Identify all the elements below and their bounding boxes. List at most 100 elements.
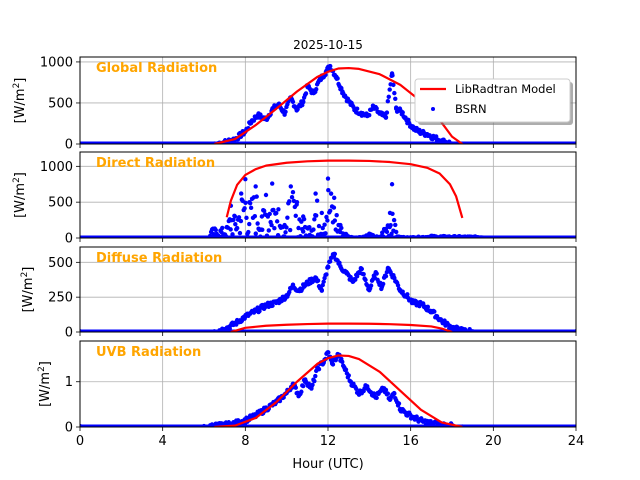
bsrn-point <box>325 218 330 223</box>
bsrn-point <box>337 260 342 265</box>
bsrn-point <box>283 230 288 235</box>
bsrn-point <box>296 393 302 398</box>
bsrn-point <box>395 283 401 288</box>
bsrn-point <box>249 118 254 124</box>
bsrn-point <box>418 130 424 135</box>
bsrn-point <box>317 77 322 83</box>
bsrn-point <box>368 283 374 288</box>
bsrn-point <box>449 141 455 144</box>
bsrn-point <box>247 221 252 227</box>
bsrn-point <box>391 390 397 396</box>
bsrn-point <box>274 219 280 224</box>
x-axis-label: Hour (UTC) <box>292 457 363 472</box>
bsrn-point <box>460 328 465 332</box>
bsrn-point <box>404 411 409 416</box>
libradtran-model-line <box>214 354 463 427</box>
axes-frame <box>79 56 577 145</box>
bsrn-point <box>293 385 298 390</box>
chart-title: 2025-10-15 <box>293 38 363 52</box>
bsrn-point <box>313 191 318 196</box>
bsrn-point <box>406 120 411 125</box>
bsrn-point <box>325 264 331 269</box>
bsrn-point <box>232 321 238 326</box>
bsrn-point <box>213 227 218 233</box>
bsrn-point <box>429 233 434 238</box>
bsrn-point <box>348 379 353 384</box>
bsrn-point <box>425 304 431 310</box>
bsrn-point <box>255 113 260 118</box>
bsrn-point <box>388 222 393 228</box>
bsrn-point <box>365 113 370 119</box>
bsrn-point <box>80 329 83 332</box>
panel-direct-radiation: 0 500 1000 Direct Radiation [W/m2] <box>12 151 577 247</box>
legend-bsrn-swatch <box>431 107 435 111</box>
legend-box <box>414 78 571 123</box>
bsrn-point <box>381 386 386 391</box>
bsrn-point <box>393 222 398 228</box>
bsrn-point <box>80 423 83 427</box>
bsrn-point <box>410 300 415 305</box>
y-tick-label: 1000 <box>40 55 73 70</box>
bsrn-point <box>252 213 258 219</box>
libradtran-model-line <box>230 322 453 332</box>
bsrn-point <box>244 215 249 221</box>
bsrn-point <box>377 111 382 116</box>
bsrn-point <box>255 221 260 226</box>
bsrn-point <box>259 214 265 219</box>
bsrn-point <box>408 235 413 238</box>
bsrn-point <box>224 225 229 230</box>
bsrn-point <box>429 308 434 314</box>
bsrn-point <box>282 234 287 238</box>
bsrn-point <box>305 281 310 286</box>
bsrn-point <box>340 359 345 365</box>
bsrn-point <box>338 222 343 228</box>
bsrn-point <box>400 110 405 116</box>
bsrn-point <box>433 136 438 141</box>
bsrn-point <box>80 235 83 238</box>
bsrn-point <box>361 271 366 277</box>
bsrn-point <box>352 107 358 112</box>
bsrn-point <box>373 395 378 400</box>
bsrn-point <box>367 287 372 293</box>
bsrn-point <box>290 99 296 104</box>
bsrn-point <box>242 206 247 211</box>
y-tick-label: 250 <box>48 291 73 306</box>
bsrn-point <box>232 214 238 219</box>
y-axis-label: [W/m2] <box>20 267 36 313</box>
bsrn-point <box>301 383 306 389</box>
bsrn-point <box>573 141 576 144</box>
bsrn-point <box>380 234 386 238</box>
x-tick-label: 4 <box>159 434 167 449</box>
bsrn-point <box>346 99 351 104</box>
bsrn-point <box>323 231 328 236</box>
bsrn-point <box>289 195 295 200</box>
bsrn-point <box>299 389 304 394</box>
bsrn-point <box>354 274 360 279</box>
bsrn-point <box>384 110 390 115</box>
bsrn-point <box>350 279 355 285</box>
bsrn-point <box>312 378 317 384</box>
bsrn-point <box>365 283 370 288</box>
bsrn-point <box>246 229 251 235</box>
bsrn-point <box>294 107 300 112</box>
x-tick-label: 16 <box>402 434 419 449</box>
bsrn-point <box>328 191 334 196</box>
bsrn-point <box>253 231 258 236</box>
bsrn-point <box>391 275 397 280</box>
bsrn-point <box>230 232 235 237</box>
bsrn-point <box>287 199 292 204</box>
bsrn-point <box>313 275 318 280</box>
bsrn-point <box>285 215 290 220</box>
bsrn-point <box>316 223 322 229</box>
y-tick-label: 0 <box>65 138 73 153</box>
bsrn-point <box>284 293 289 298</box>
bsrn-point <box>334 212 339 218</box>
bsrn-point <box>238 218 244 224</box>
bsrn-point <box>217 234 222 238</box>
y-axis-label: [W/m2] <box>37 361 53 407</box>
bsrn-point <box>315 278 321 283</box>
bsrn-point <box>322 222 327 227</box>
y-tick-label: 500 <box>48 196 73 211</box>
bsrn-point <box>389 182 395 187</box>
